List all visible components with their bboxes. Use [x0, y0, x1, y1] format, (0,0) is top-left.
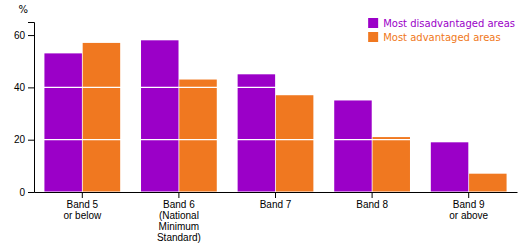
y-tick-label: 0 [19, 187, 25, 198]
x-tick-mark [82, 192, 83, 198]
x-tick-label: Band 5or below [63, 199, 102, 221]
y-axis: 0 20 40 60 [14, 23, 35, 198]
y-tick-mark [28, 87, 34, 88]
bar [372, 137, 409, 192]
y-tick-label: 60 [14, 30, 26, 41]
chart: 0 20 40 60 Band 5or below Band 6(NationalMini… [0, 0, 529, 252]
x-tick-label: Band 8 [356, 199, 388, 210]
x-tick-mark [178, 192, 179, 198]
legend-item: Most disadvantaged areas [368, 18, 515, 29]
x-tick: Band 7 [260, 192, 292, 210]
legend-label: Most disadvantaged areas [383, 18, 515, 29]
legend-label: Most advantaged areas [383, 32, 501, 43]
x-tick: Band 5or below [63, 192, 102, 221]
bar [44, 53, 81, 192]
y-tick-mark [28, 35, 34, 36]
bar-series [83, 43, 507, 192]
legend-swatch [368, 18, 378, 28]
grid-line [34, 139, 517, 140]
bar [141, 40, 178, 192]
y-tick: 40 [14, 82, 34, 93]
x-tick-mark [275, 192, 276, 198]
y-tick-label: 40 [14, 82, 26, 93]
x-tick-label: Band 7 [260, 199, 292, 210]
bar-series [44, 40, 468, 192]
x-tick-mark [372, 192, 373, 198]
y-tick: 20 [14, 134, 34, 145]
x-tick-mark [468, 192, 469, 198]
legend: Most disadvantaged areas Most advantaged … [368, 18, 515, 43]
y-axis-line [28, 23, 35, 193]
y-axis-title: % [18, 4, 28, 15]
x-tick: Band 8 [356, 192, 388, 210]
bar [179, 80, 216, 192]
bar [238, 74, 275, 192]
legend-swatch [368, 32, 378, 42]
x-tick: Band 9or above [449, 192, 488, 221]
grid-line [34, 87, 517, 88]
plot: 0 20 40 60 Band 5or below Band 6(NationalMini… [14, 23, 518, 244]
x-tick: Band 6(NationalMinimumStandard) [157, 192, 201, 243]
grid [34, 35, 517, 192]
legend-item: Most advantaged areas [368, 32, 501, 43]
y-tick-mark [28, 192, 34, 193]
bar [431, 142, 468, 192]
y-tick-mark [28, 140, 34, 141]
bar [276, 95, 313, 192]
x-axis: Band 5or below Band 6(NationalMinimumStan… [35, 192, 518, 243]
bar [83, 43, 120, 192]
y-tick: 0 [19, 187, 34, 198]
y-tick-label: 20 [14, 134, 26, 145]
bar [469, 174, 506, 192]
x-tick-label: Band 9or above [449, 199, 488, 221]
bars [44, 40, 506, 192]
y-tick: 60 [14, 30, 34, 41]
bar [334, 100, 371, 192]
x-tick-label: Band 6(NationalMinimumStandard) [157, 199, 201, 243]
